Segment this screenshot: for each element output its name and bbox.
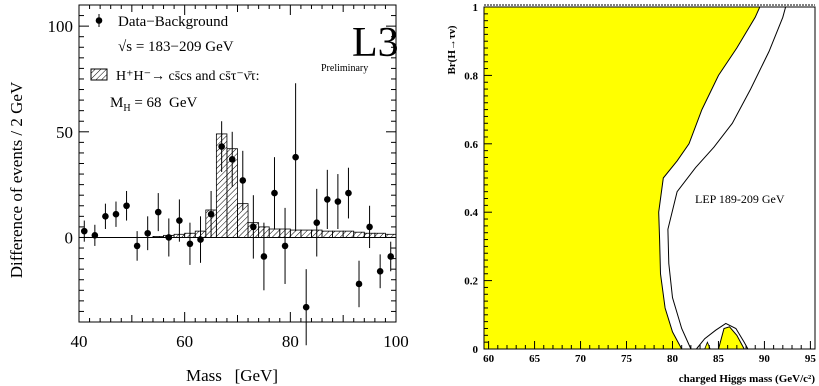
left-chart: 40 60 80 100 0 50 100 Difference of events / 2… <box>7 4 409 385</box>
x-tick-label: 60 <box>483 353 495 365</box>
signal-bin <box>321 230 333 238</box>
legend-mass-symbol: M <box>110 95 123 111</box>
signal-bin <box>332 230 344 238</box>
data-point <box>197 236 204 243</box>
right-x-axis-label: charged Higgs mass (GeV/c²) <box>679 373 816 385</box>
signal-bin <box>374 232 386 238</box>
data-point <box>123 202 130 210</box>
data-point <box>345 189 352 197</box>
data-point <box>302 303 310 311</box>
legend-marker-point <box>95 17 103 24</box>
data-point <box>292 153 299 161</box>
y-tick-label: 100 <box>48 17 74 36</box>
x-tick-label: 75 <box>621 353 633 365</box>
data-point <box>144 229 151 237</box>
signal-bin <box>353 231 365 238</box>
data-point <box>376 267 384 275</box>
right-y-axis-label: Br(H→τν) <box>446 25 458 74</box>
left-y-axis-label: Difference of events / 2 GeV <box>7 81 26 278</box>
data-point <box>102 213 109 220</box>
data-point <box>260 253 268 260</box>
legend-signal-swatch <box>90 68 108 81</box>
legend-sqrt-s: √s = 183−209 GeV <box>118 39 234 55</box>
observed-limit-line <box>658 6 761 350</box>
expected-island-line <box>696 322 749 350</box>
data-point <box>281 242 289 250</box>
x-tick-label: 95 <box>805 353 817 365</box>
legend-data-label: Data−Background <box>118 14 229 30</box>
data-point <box>112 210 120 218</box>
data-point <box>165 234 173 241</box>
data-point <box>355 280 363 288</box>
y-tick-label: 0.6 <box>464 139 478 151</box>
x-tick-label: 60 <box>176 332 193 351</box>
x-tick-label: 40 <box>71 332 88 351</box>
lep-annotation: LEP 189-209 GeV <box>695 192 785 206</box>
data-point <box>239 177 247 184</box>
data-point <box>154 208 162 216</box>
data-point <box>218 143 225 150</box>
x-tick-label: 90 <box>759 353 771 365</box>
data-point <box>91 232 99 239</box>
left-x-axis-label: Mass [GeV] <box>186 366 278 385</box>
legend-signal-line1: H⁺H⁻→ cs̄cs and cs̄τ⁻ν̄τ: <box>116 69 260 84</box>
l3-logo: L3 <box>352 20 399 66</box>
signal-bin <box>300 229 312 238</box>
left-axis-ticks: 40 60 80 100 0 50 100 <box>48 4 409 351</box>
legend-mass-value: = 68 GeV <box>131 95 198 111</box>
x-tick-label: 85 <box>713 353 725 365</box>
data-point <box>186 240 194 248</box>
data-point <box>366 223 373 231</box>
y-tick-label: 50 <box>56 123 73 142</box>
data-point <box>228 155 236 163</box>
legend-signal-line2: MH = 68 GeV <box>110 95 198 114</box>
data-point <box>313 219 321 226</box>
data-point <box>271 189 278 197</box>
x-tick-label: 80 <box>282 332 299 351</box>
data-point <box>250 223 257 231</box>
expected-limit-line <box>667 6 787 350</box>
x-tick-label: 70 <box>575 353 587 365</box>
y-tick-label: 0 <box>65 228 74 247</box>
data-point <box>207 210 215 218</box>
signal-bin <box>342 230 355 238</box>
data-point <box>133 242 141 250</box>
preliminary-label: Preliminary <box>321 63 368 74</box>
y-tick-label: 1 <box>473 2 479 14</box>
data-point <box>334 198 342 205</box>
y-tick-label: 0.8 <box>464 70 478 82</box>
legend: Data−Background √s = 183−209 GeV H⁺H⁻→ c… <box>90 14 260 114</box>
right-axis-ticks: 60 65 70 75 80 85 90 95 0 0.2 0.4 0.6 0.8 1 <box>464 2 816 365</box>
signal-bin <box>268 228 281 238</box>
data-point <box>80 227 88 235</box>
y-tick-label: 0.4 <box>464 207 478 219</box>
x-tick-label: 100 <box>383 332 409 351</box>
y-tick-label: 0.2 <box>464 276 478 288</box>
signal-bin <box>289 229 302 238</box>
data-point <box>324 196 331 203</box>
observed-island-line <box>718 326 745 350</box>
y-tick-label: 0 <box>473 344 479 356</box>
x-tick-label: 65 <box>529 353 541 365</box>
excluded-region <box>484 7 760 349</box>
excluded-island <box>718 326 745 349</box>
data-point <box>176 217 183 224</box>
x-tick-label: 80 <box>667 353 679 365</box>
legend-mass-sub: H <box>123 103 130 114</box>
